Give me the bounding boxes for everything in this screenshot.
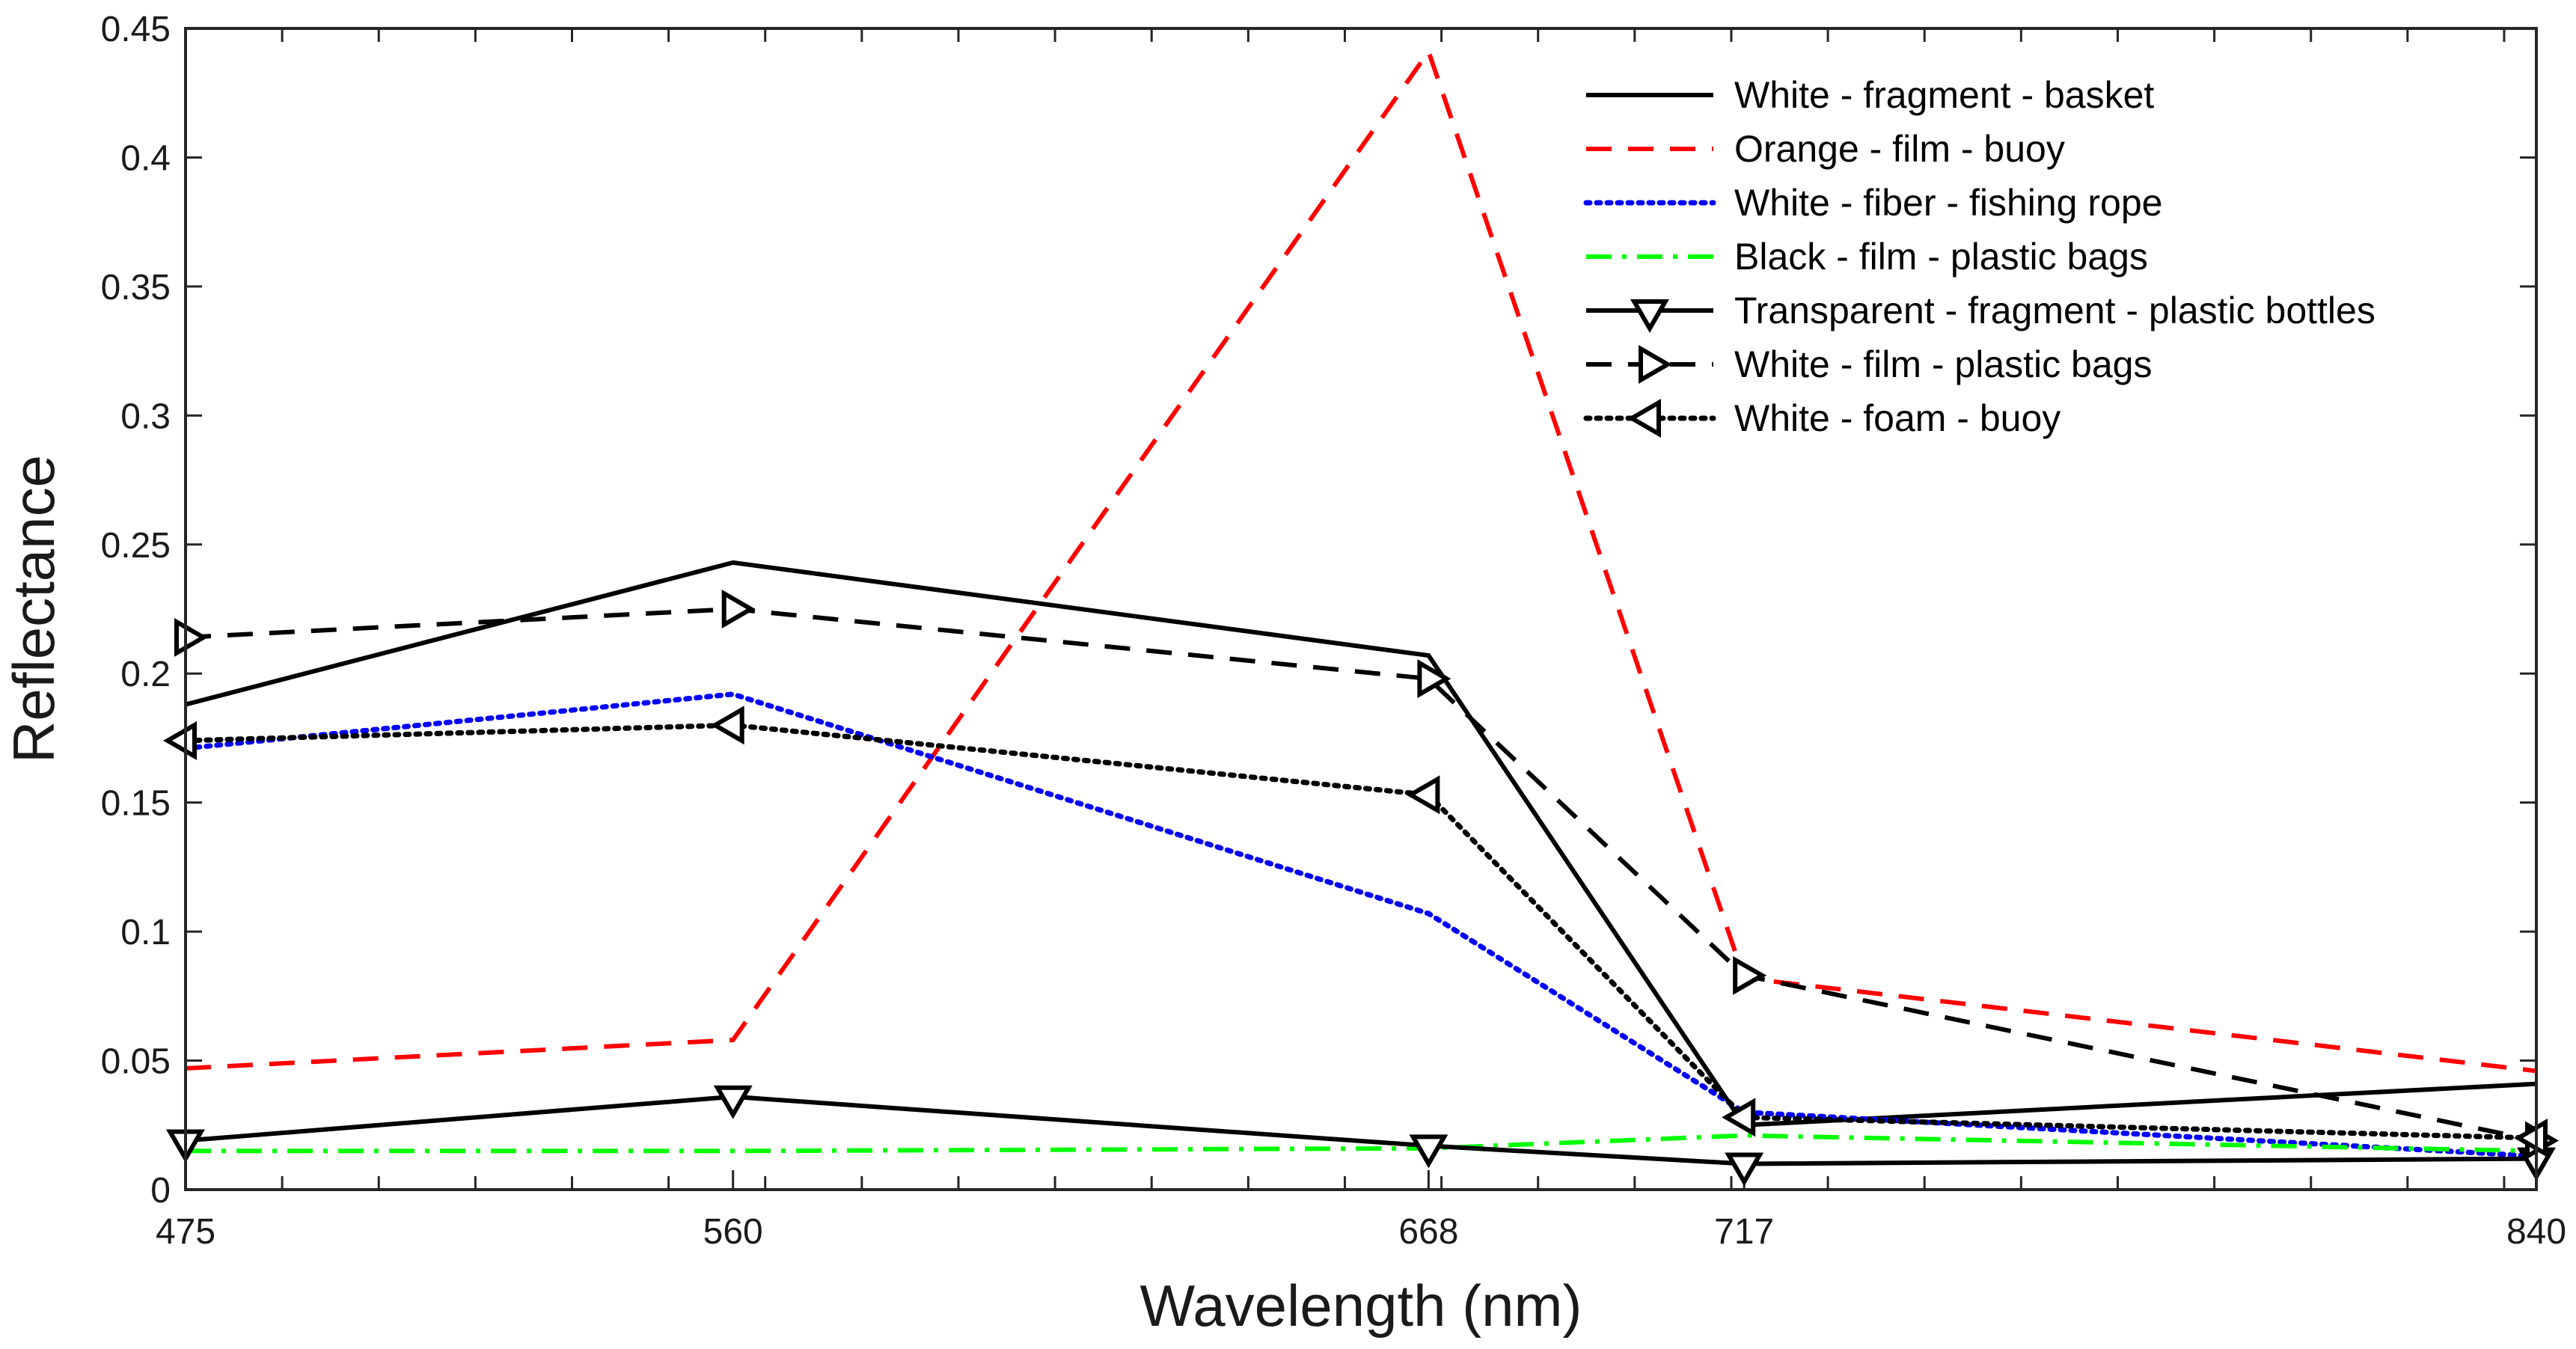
- y-tick-label: 0.35: [101, 268, 171, 308]
- legend: White - fragment - basket Orange - film -…: [1583, 74, 2375, 439]
- x-tick-label: 475: [156, 1212, 215, 1252]
- x-axis-title: Wavelength (nm): [1140, 1273, 1582, 1339]
- y-tick-label: 0.4: [120, 138, 171, 178]
- plot-frame: [184, 27, 2538, 1191]
- data-point-marker: [2514, 1119, 2548, 1157]
- series-7: [163, 706, 2548, 1157]
- data-point-marker: [1409, 1134, 1448, 1169]
- legend-item: Transparent - fragment - plastic bottles: [1586, 290, 2375, 333]
- legend-label: Orange - film - buoy: [1734, 128, 2065, 170]
- data-point-marker: [1417, 659, 1451, 699]
- legend-item: Orange - film - buoy: [1586, 128, 2065, 170]
- y-tick-label: 0.1: [120, 913, 171, 952]
- series-1: [185, 560, 2537, 1128]
- y-tick-label: 0.15: [101, 784, 171, 824]
- series-line: [185, 606, 2537, 1143]
- legend-marker: [1627, 399, 1661, 438]
- legend-marker: [1639, 345, 1672, 384]
- data-point-marker: [1722, 1098, 1756, 1137]
- series-lines: [163, 46, 2559, 1187]
- data-point-marker: [710, 706, 744, 745]
- y-tick-label: 0.45: [101, 10, 171, 49]
- legend-item: White - fiber - fishing rope: [1583, 182, 2162, 224]
- x-tick-label: 717: [1714, 1212, 1774, 1252]
- y-tick-label: 0.3: [120, 397, 171, 436]
- y-tick-label: 0.2: [120, 655, 171, 694]
- series-line: [185, 560, 2537, 1128]
- legend-label: Transparent - fragment - plastic bottles: [1734, 290, 2375, 331]
- legend-label: White - fiber - fishing rope: [1734, 182, 2162, 224]
- legend-item: White - foam - buoy: [1583, 397, 2061, 439]
- y-tick-label: 0.05: [101, 1042, 171, 1082]
- legend-item: White - fragment - basket: [1586, 74, 2154, 116]
- data-point-marker: [1725, 1152, 1764, 1187]
- data-point-marker: [1733, 955, 1767, 995]
- data-point-marker: [163, 721, 197, 760]
- legend-marker: [1630, 299, 1669, 333]
- axis-tick-labels: 0 0.05 0.1 0.15 0.2 0.25 0.3 0.35 0.4 0.45 475 560 6…: [101, 10, 2566, 1252]
- legend-item: Black - film - plastic bags: [1586, 236, 2148, 278]
- legend-label: White - film - plastic bags: [1734, 343, 2152, 385]
- legend-label: White - foam - buoy: [1734, 397, 2061, 439]
- data-point-marker: [174, 618, 209, 657]
- y-axis-title: Reflectance: [1, 455, 67, 763]
- y-tick-label: 0: [150, 1171, 171, 1211]
- data-point-marker: [713, 1085, 753, 1119]
- data-point-marker: [721, 590, 756, 628]
- legend-label: White - fragment - basket: [1734, 74, 2154, 116]
- x-tick-label: 840: [2506, 1212, 2566, 1252]
- x-tick-label: 560: [703, 1212, 763, 1252]
- legend-item: White - film - plastic bags: [1586, 343, 2152, 385]
- legend-label: Black - film - plastic bags: [1734, 236, 2148, 278]
- x-tick-label: 668: [1398, 1212, 1458, 1252]
- data-point-marker: [1406, 775, 1440, 815]
- series-5: [166, 1085, 2556, 1187]
- y-tick-label: 0.25: [101, 526, 171, 566]
